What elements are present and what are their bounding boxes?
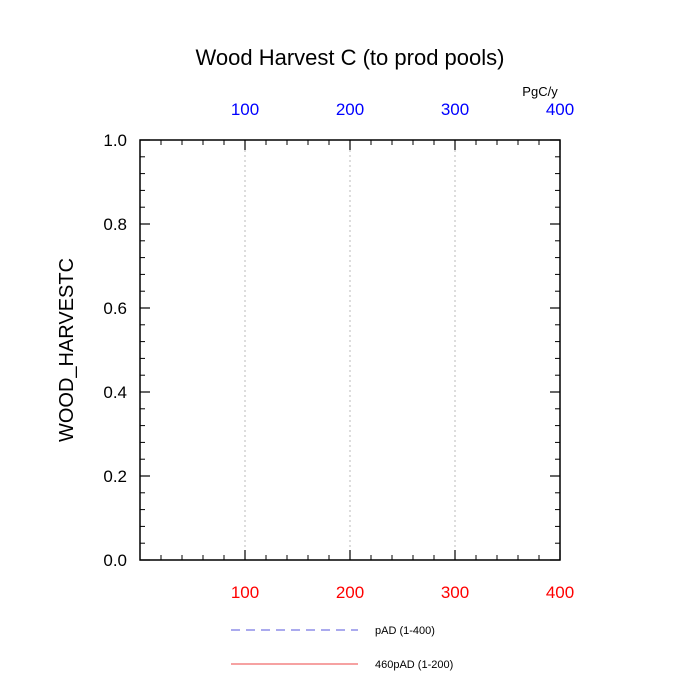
y-tick-label: 0.2 bbox=[103, 467, 127, 486]
y-tick-label: 0.8 bbox=[103, 215, 127, 234]
x-tick-label: 300 bbox=[441, 583, 469, 602]
y-tick-label: 0.6 bbox=[103, 299, 127, 318]
chart-title: Wood Harvest C (to prod pools) bbox=[196, 45, 505, 70]
legend-label-1: pAD (1-400) bbox=[375, 625, 435, 637]
y-tick-label: 0.4 bbox=[103, 383, 127, 402]
top-axis-unit: PgC/y bbox=[522, 84, 558, 99]
top-x-tick-label: 100 bbox=[231, 100, 259, 119]
x-tick-label: 200 bbox=[336, 583, 364, 602]
y-tick-label: 0.0 bbox=[103, 551, 127, 570]
top-x-tick-label: 300 bbox=[441, 100, 469, 119]
top-x-tick-label: 400 bbox=[546, 100, 574, 119]
top-x-tick-label: 200 bbox=[336, 100, 364, 119]
legend-label-2: 460pAD (1-200) bbox=[375, 659, 453, 671]
x-tick-label: 100 bbox=[231, 583, 259, 602]
y-tick-label: 1.0 bbox=[103, 131, 127, 150]
grid-layer bbox=[244, 140, 456, 560]
y-axis-label: WOOD_HARVESTC bbox=[56, 258, 78, 442]
x-tick-label: 400 bbox=[546, 583, 574, 602]
legend: pAD (1-400) 460pAD (1-200) bbox=[231, 625, 453, 671]
tick-label-layer: 100 200 300 400 100 200 300 400 0.0 0.2 0.4 0.6 0.8 1… bbox=[103, 100, 574, 602]
tick-layer bbox=[140, 139, 561, 561]
